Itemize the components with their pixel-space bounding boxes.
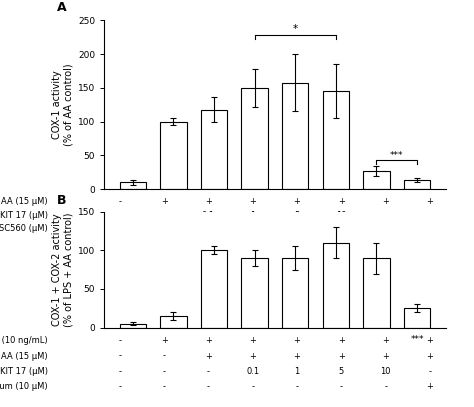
- Text: -: -: [207, 224, 210, 234]
- Text: +: +: [205, 197, 212, 206]
- Text: +: +: [338, 337, 345, 346]
- Text: +: +: [427, 382, 434, 391]
- Text: 1: 1: [294, 367, 300, 376]
- Text: +: +: [427, 337, 434, 346]
- Text: ***: ***: [410, 335, 424, 344]
- Text: +: +: [249, 337, 256, 346]
- Text: -: -: [296, 224, 299, 234]
- Bar: [241, 88, 268, 189]
- Text: +: +: [249, 352, 256, 361]
- Bar: [363, 258, 390, 328]
- Text: +: +: [427, 352, 434, 361]
- Text: -: -: [296, 382, 299, 391]
- Text: 10: 10: [381, 367, 391, 376]
- Text: ***: ***: [390, 151, 403, 160]
- Text: -: -: [118, 211, 121, 220]
- Text: B: B: [56, 194, 66, 207]
- Text: *: *: [292, 24, 298, 34]
- Text: -: -: [428, 367, 431, 376]
- Text: -: -: [118, 367, 121, 376]
- Text: +: +: [294, 352, 301, 361]
- Bar: [160, 122, 187, 189]
- Bar: [323, 243, 349, 328]
- Text: 0.1: 0.1: [202, 211, 215, 220]
- Text: SC560 (μM): SC560 (μM): [0, 224, 48, 234]
- Text: +: +: [338, 197, 345, 206]
- Text: +: +: [338, 352, 345, 361]
- Bar: [404, 309, 430, 328]
- Text: -: -: [251, 382, 254, 391]
- Text: -: -: [163, 367, 165, 376]
- Text: -: -: [340, 382, 343, 391]
- Text: -: -: [118, 197, 121, 206]
- Text: 1: 1: [250, 211, 255, 220]
- Bar: [323, 91, 349, 189]
- Text: +: +: [249, 197, 256, 206]
- Text: KIT 17 (μM): KIT 17 (μM): [0, 367, 48, 376]
- Text: -: -: [118, 382, 121, 391]
- Text: -: -: [340, 224, 343, 234]
- Bar: [201, 250, 227, 328]
- Bar: [282, 83, 309, 189]
- Bar: [404, 180, 430, 189]
- Text: -: -: [384, 211, 387, 220]
- Y-axis label: COX-1 activity
(% of AA control): COX-1 activity (% of AA control): [52, 63, 74, 146]
- Text: 10: 10: [336, 211, 346, 220]
- Text: -: -: [428, 211, 431, 220]
- Text: AA (15 μM): AA (15 μM): [1, 197, 48, 206]
- Text: +: +: [383, 337, 389, 346]
- Text: +: +: [161, 337, 167, 346]
- Y-axis label: COX-1 + COX-2 activity
(% of LPS + AA control): COX-1 + COX-2 activity (% of LPS + AA co…: [52, 212, 74, 327]
- Text: +: +: [205, 337, 212, 346]
- Text: AA (15 μM): AA (15 μM): [1, 352, 48, 361]
- Text: -: -: [163, 224, 165, 234]
- Text: Diclofenac sodium (10 μM): Diclofenac sodium (10 μM): [0, 382, 48, 391]
- Text: 1: 1: [383, 224, 388, 234]
- Text: KIT 17 (μM): KIT 17 (μM): [0, 211, 48, 220]
- Text: +: +: [383, 352, 389, 361]
- Text: +: +: [294, 197, 301, 206]
- Text: 0.1: 0.1: [246, 367, 259, 376]
- Text: +: +: [427, 197, 434, 206]
- Text: -: -: [118, 224, 121, 234]
- Text: +: +: [161, 197, 167, 206]
- Bar: [119, 324, 146, 328]
- Text: LPS (10 ng/mL): LPS (10 ng/mL): [0, 337, 48, 346]
- Text: +: +: [294, 337, 301, 346]
- Text: -: -: [163, 382, 165, 391]
- Text: A: A: [56, 0, 66, 13]
- Text: +: +: [383, 197, 389, 206]
- Text: -: -: [384, 382, 387, 391]
- Text: -: -: [118, 337, 121, 346]
- Text: -: -: [207, 367, 210, 376]
- Bar: [201, 109, 227, 189]
- Bar: [282, 258, 309, 328]
- Text: 5: 5: [339, 367, 344, 376]
- Text: 5: 5: [294, 211, 300, 220]
- Text: -: -: [251, 224, 254, 234]
- Bar: [363, 171, 390, 189]
- Bar: [241, 258, 268, 328]
- Bar: [119, 182, 146, 189]
- Text: 10: 10: [425, 224, 435, 234]
- Text: +: +: [205, 352, 212, 361]
- Bar: [160, 316, 187, 328]
- Text: -: -: [163, 211, 165, 220]
- Text: -: -: [207, 382, 210, 391]
- Text: -: -: [163, 352, 165, 361]
- Text: -: -: [118, 352, 121, 361]
